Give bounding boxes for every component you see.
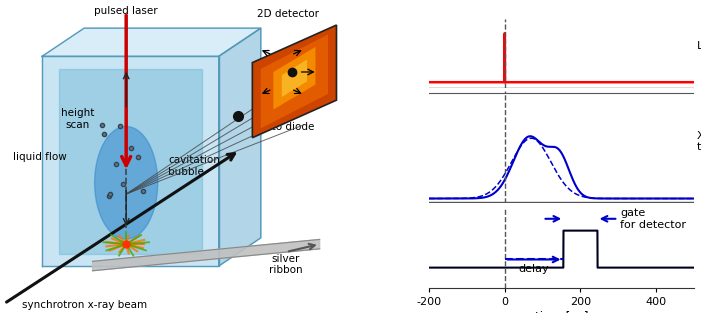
Polygon shape bbox=[42, 56, 219, 266]
Polygon shape bbox=[42, 28, 261, 56]
Text: gate
for detector: gate for detector bbox=[620, 208, 686, 230]
Text: Laser pulse: Laser pulse bbox=[697, 41, 701, 51]
Polygon shape bbox=[59, 69, 202, 254]
Polygon shape bbox=[93, 239, 320, 271]
Text: cavitation
bubble: cavitation bubble bbox=[168, 155, 220, 177]
Text: liquid flow: liquid flow bbox=[13, 151, 67, 162]
Text: synchrotron x-ray beam: synchrotron x-ray beam bbox=[22, 300, 147, 310]
Text: 2D detector: 2D detector bbox=[257, 9, 319, 19]
Polygon shape bbox=[261, 34, 328, 128]
Text: pulsed laser: pulsed laser bbox=[95, 6, 158, 16]
Text: delay: delay bbox=[519, 264, 550, 274]
Polygon shape bbox=[282, 59, 307, 97]
Text: X-ray
transmission: X-ray transmission bbox=[697, 131, 701, 152]
X-axis label: time [μs]: time [μs] bbox=[535, 311, 588, 313]
Polygon shape bbox=[95, 126, 158, 239]
Text: silver
ribbon: silver ribbon bbox=[269, 254, 303, 275]
Text: photo diode: photo diode bbox=[252, 122, 315, 132]
Polygon shape bbox=[252, 25, 336, 138]
Text: height
scan: height scan bbox=[61, 108, 95, 130]
Polygon shape bbox=[273, 47, 315, 110]
Polygon shape bbox=[219, 28, 261, 266]
